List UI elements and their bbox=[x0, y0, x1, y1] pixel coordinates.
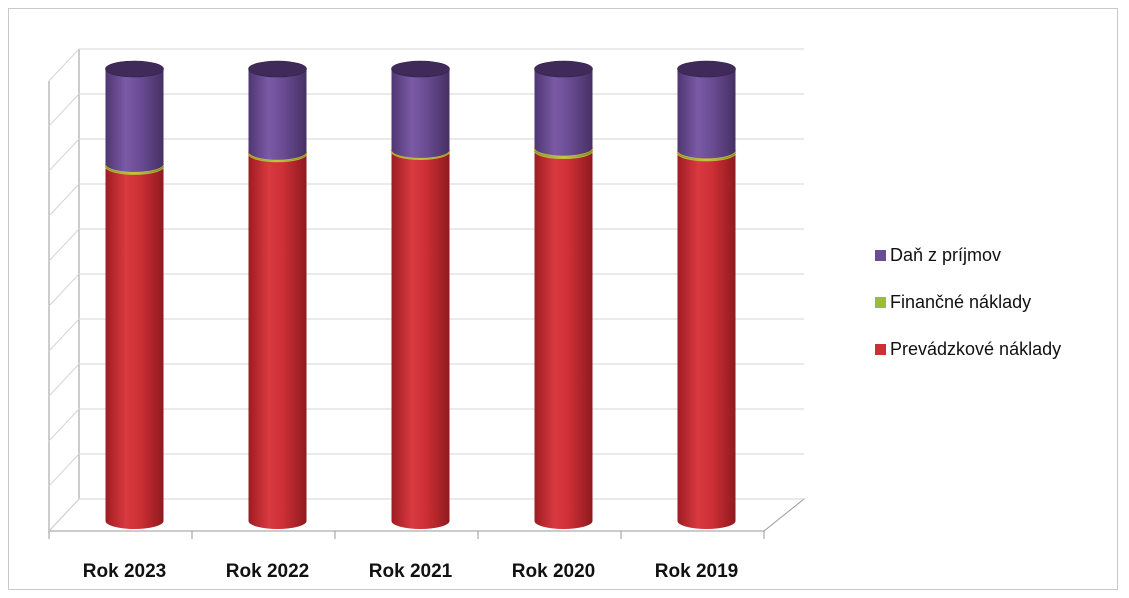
x-tick-label: Rok 2021 bbox=[369, 561, 453, 582]
bar-group bbox=[390, 60, 451, 529]
bar-top-cap bbox=[534, 60, 593, 78]
bar-top-cap bbox=[677, 60, 736, 78]
bar-segment bbox=[105, 166, 164, 529]
bar-segment bbox=[105, 69, 164, 172]
bar-segment bbox=[248, 69, 307, 160]
bars bbox=[104, 60, 737, 530]
x-tick-label: Rok 2023 bbox=[83, 561, 166, 582]
bar-top-cap bbox=[391, 60, 450, 78]
bar-segment bbox=[391, 151, 450, 529]
bar-segment bbox=[677, 150, 736, 161]
gridline bbox=[48, 48, 804, 82]
bar-segment bbox=[391, 69, 450, 158]
bar-segment bbox=[677, 69, 736, 159]
bar-group bbox=[104, 60, 165, 529]
legend-entry: Prevádzkové náklady bbox=[890, 339, 1061, 359]
chart-svg: Rok 2023 Rok 2022 Rok 2021 Rok 2020 Rok 2019… bbox=[47, 48, 1061, 582]
x-tick-label: Rok 2020 bbox=[512, 561, 595, 582]
bar-group bbox=[247, 60, 308, 530]
category-labels: Rok 2023 Rok 2022 Rok 2021 Rok 2020 Rok 2019 bbox=[83, 561, 738, 582]
bar-group bbox=[676, 60, 737, 529]
bar-segment bbox=[677, 152, 736, 529]
bar-group bbox=[533, 60, 594, 530]
bar-segment bbox=[534, 150, 593, 530]
x-tick-label: Rok 2022 bbox=[226, 561, 309, 582]
bar-segment bbox=[248, 153, 307, 530]
bar-segment bbox=[534, 147, 593, 159]
legend: Daň z príjmov Finančné náklady Prevádzkové… bbox=[875, 245, 1061, 359]
legend-swatch bbox=[875, 297, 886, 308]
legend-swatch bbox=[875, 250, 886, 261]
legend-entry: Daň z príjmov bbox=[890, 245, 1001, 265]
bar-top-cap bbox=[105, 60, 164, 78]
bar-segment bbox=[105, 163, 164, 175]
bar-segment bbox=[534, 69, 593, 156]
x-tick-label: Rok 2019 bbox=[655, 561, 738, 582]
chart-frame: Rok 2023 Rok 2022 Rok 2021 Rok 2020 Rok 2019… bbox=[8, 8, 1118, 590]
bar-top-cap bbox=[248, 60, 307, 78]
legend-swatch bbox=[875, 344, 886, 355]
legend-entry: Finančné náklady bbox=[890, 292, 1031, 312]
